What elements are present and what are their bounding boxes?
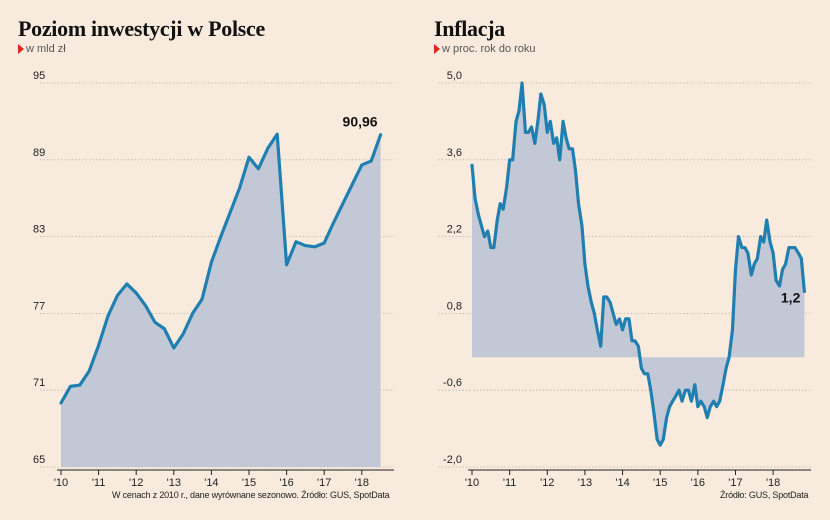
x-tick-label: '10 bbox=[465, 477, 479, 489]
y-tick-label: -0,6 bbox=[443, 377, 462, 389]
right-chart-title: Inflacja bbox=[434, 16, 505, 41]
x-tick-label: '16 bbox=[691, 477, 705, 489]
x-tick-label: '18 bbox=[766, 477, 780, 489]
y-tick-label: 89 bbox=[33, 147, 45, 159]
end-value-label: 90,96 bbox=[343, 114, 378, 130]
x-tick-label: '13 bbox=[578, 477, 592, 489]
area-fill bbox=[472, 83, 805, 446]
left-subtitle-text: w mld zł bbox=[26, 43, 66, 55]
area-fill bbox=[61, 134, 381, 467]
x-tick-label: '13 bbox=[167, 477, 181, 489]
red-triangle-icon bbox=[18, 44, 24, 54]
left-chart-subtitle: w mld zł bbox=[18, 43, 66, 55]
investment-chart: 65 71 77 83 89 95 '10 '11 '12 '13 '14 '15 '16 '17 '18 9… bbox=[33, 70, 394, 489]
x-tick-label: '15 bbox=[653, 477, 667, 489]
end-value-label: 1,2 bbox=[781, 289, 801, 305]
y-tick-label: 0,8 bbox=[447, 300, 462, 312]
right-subtitle-text: w proc. rok do roku bbox=[442, 43, 536, 55]
x-tick-label: '11 bbox=[503, 477, 517, 489]
y-tick-label: 2,2 bbox=[447, 224, 462, 236]
y-tick-label: 71 bbox=[33, 377, 45, 389]
series-line bbox=[470, 81, 806, 447]
x-tick-label: '14 bbox=[204, 477, 218, 489]
y-tick-label: -2,0 bbox=[443, 454, 462, 466]
red-triangle-icon bbox=[434, 44, 440, 54]
x-tick-label: '10 bbox=[54, 477, 68, 489]
x-tick-label: '12 bbox=[540, 477, 554, 489]
x-tick-label: '15 bbox=[242, 477, 256, 489]
inflation-chart: -2,0 -0,6 0,8 2,2 3,6 5,0 '10 '11 '12 '13 '14 '15 '1… bbox=[438, 70, 811, 489]
x-tick-label: '11 bbox=[92, 477, 106, 489]
x-tick-label: '18 bbox=[355, 477, 369, 489]
y-tick-label: 5,0 bbox=[447, 70, 462, 82]
y-tick-label: 65 bbox=[33, 454, 45, 466]
x-tick-label: '16 bbox=[279, 477, 293, 489]
y-tick-label: 95 bbox=[33, 70, 45, 82]
left-chart-title: Poziom inwestycji w Polsce bbox=[18, 16, 265, 41]
x-tick-label: '17 bbox=[728, 477, 742, 489]
x-tick-label: '17 bbox=[317, 477, 331, 489]
right-footnote: Źródło: GUS, SpotData bbox=[720, 490, 809, 500]
y-tick-label: 3,6 bbox=[447, 147, 462, 159]
x-tick-label: '14 bbox=[615, 477, 629, 489]
left-footnote: W cenach z 2010 r., dane wyrównane sezon… bbox=[112, 490, 390, 500]
x-tick-label: '12 bbox=[129, 477, 143, 489]
y-tick-label: 83 bbox=[33, 224, 45, 236]
y-tick-label: 77 bbox=[33, 300, 45, 312]
series-line bbox=[59, 132, 383, 405]
right-chart-subtitle: w proc. rok do roku bbox=[434, 43, 536, 55]
